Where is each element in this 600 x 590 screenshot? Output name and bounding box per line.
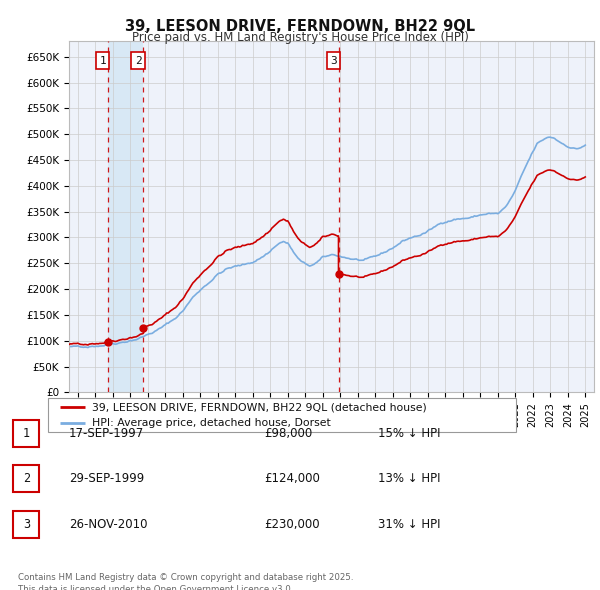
Text: 15% ↓ HPI: 15% ↓ HPI: [378, 427, 440, 440]
Text: 29-SEP-1999: 29-SEP-1999: [69, 472, 144, 485]
Text: £230,000: £230,000: [264, 518, 320, 531]
Text: 3: 3: [330, 55, 337, 65]
Bar: [108, 41, 143, 392]
Text: Contains HM Land Registry data © Crown copyright and database right 2025.
This d: Contains HM Land Registry data © Crown c…: [18, 573, 353, 590]
Text: 2: 2: [135, 55, 142, 65]
Text: 39, LEESON DRIVE, FERNDOWN, BH22 9QL (detached house): 39, LEESON DRIVE, FERNDOWN, BH22 9QL (de…: [92, 402, 427, 412]
Text: HPI: Average price, detached house, Dorset: HPI: Average price, detached house, Dors…: [92, 418, 331, 428]
FancyBboxPatch shape: [48, 398, 516, 432]
FancyBboxPatch shape: [13, 420, 40, 447]
Text: 17-SEP-1997: 17-SEP-1997: [69, 427, 144, 440]
Text: 1: 1: [99, 55, 106, 65]
Text: 2: 2: [23, 472, 30, 486]
Text: 26-NOV-2010: 26-NOV-2010: [69, 518, 148, 531]
Text: 1: 1: [23, 427, 30, 440]
FancyBboxPatch shape: [13, 512, 40, 538]
Text: 39, LEESON DRIVE, FERNDOWN, BH22 9QL: 39, LEESON DRIVE, FERNDOWN, BH22 9QL: [125, 19, 475, 34]
Text: £124,000: £124,000: [264, 472, 320, 485]
FancyBboxPatch shape: [13, 466, 40, 492]
Text: Price paid vs. HM Land Registry's House Price Index (HPI): Price paid vs. HM Land Registry's House …: [131, 31, 469, 44]
Text: £98,000: £98,000: [264, 427, 312, 440]
Text: 13% ↓ HPI: 13% ↓ HPI: [378, 472, 440, 485]
Text: 31% ↓ HPI: 31% ↓ HPI: [378, 518, 440, 531]
Text: 3: 3: [23, 518, 30, 532]
